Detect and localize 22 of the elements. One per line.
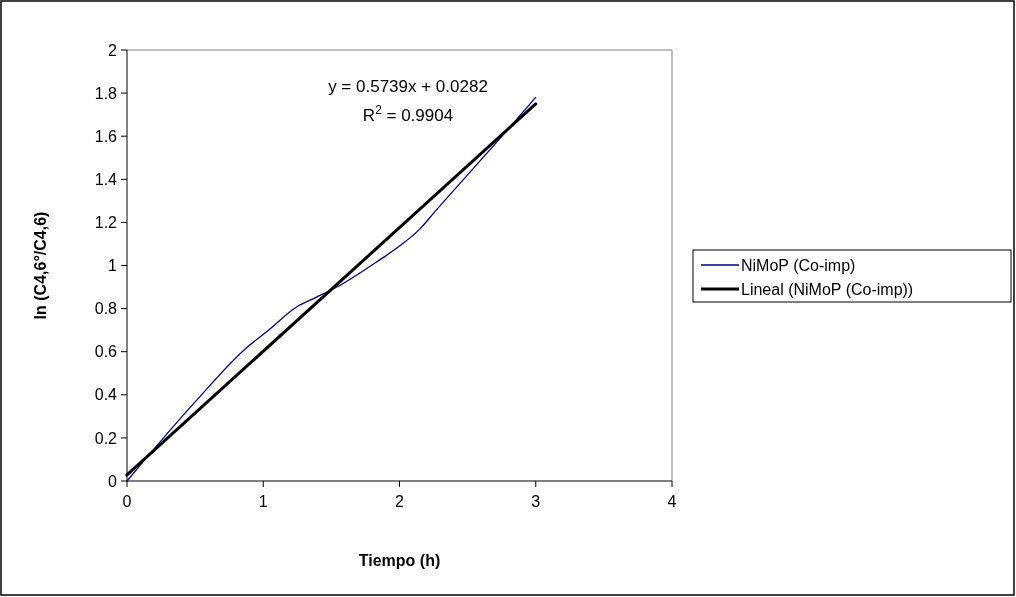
y-tick-label: 0.6 (94, 343, 118, 361)
y-tick-label: 2 (108, 41, 118, 59)
y-tick-label: 1.2 (94, 214, 118, 231)
annotation: y = 0.5739x + 0.0282 (328, 77, 488, 96)
x-tick-label: 3 (531, 493, 541, 510)
y-axis-title: ln (C4,6°/C4,6) (32, 211, 49, 320)
legend-label: NiMoP (Co-imp) (741, 256, 856, 274)
y-tick-label: 0 (108, 472, 118, 490)
annotation: R$^{2}$ = 0.9904 (362, 103, 454, 125)
y-tick-label: 1.8 (94, 84, 118, 102)
y-tick-label: 1.4 (94, 170, 118, 188)
y-tick-label: 0.2 (94, 429, 118, 447)
y-tick-label: 1.6 (94, 127, 118, 145)
y-tick-label: 0.8 (94, 300, 118, 318)
x-tick-label: 0 (122, 493, 132, 510)
x-tick-label: 1 (258, 493, 268, 510)
x-tick-label: 2 (395, 493, 405, 510)
legend-label: Lineal (NiMoP (Co-imp)) (741, 280, 914, 298)
x-tick-label: 4 (667, 493, 677, 510)
y-tick-label: 0.4 (94, 386, 118, 404)
x-axis-title: Tiempo (h) (358, 552, 441, 569)
y-tick-label: 1 (108, 257, 118, 275)
